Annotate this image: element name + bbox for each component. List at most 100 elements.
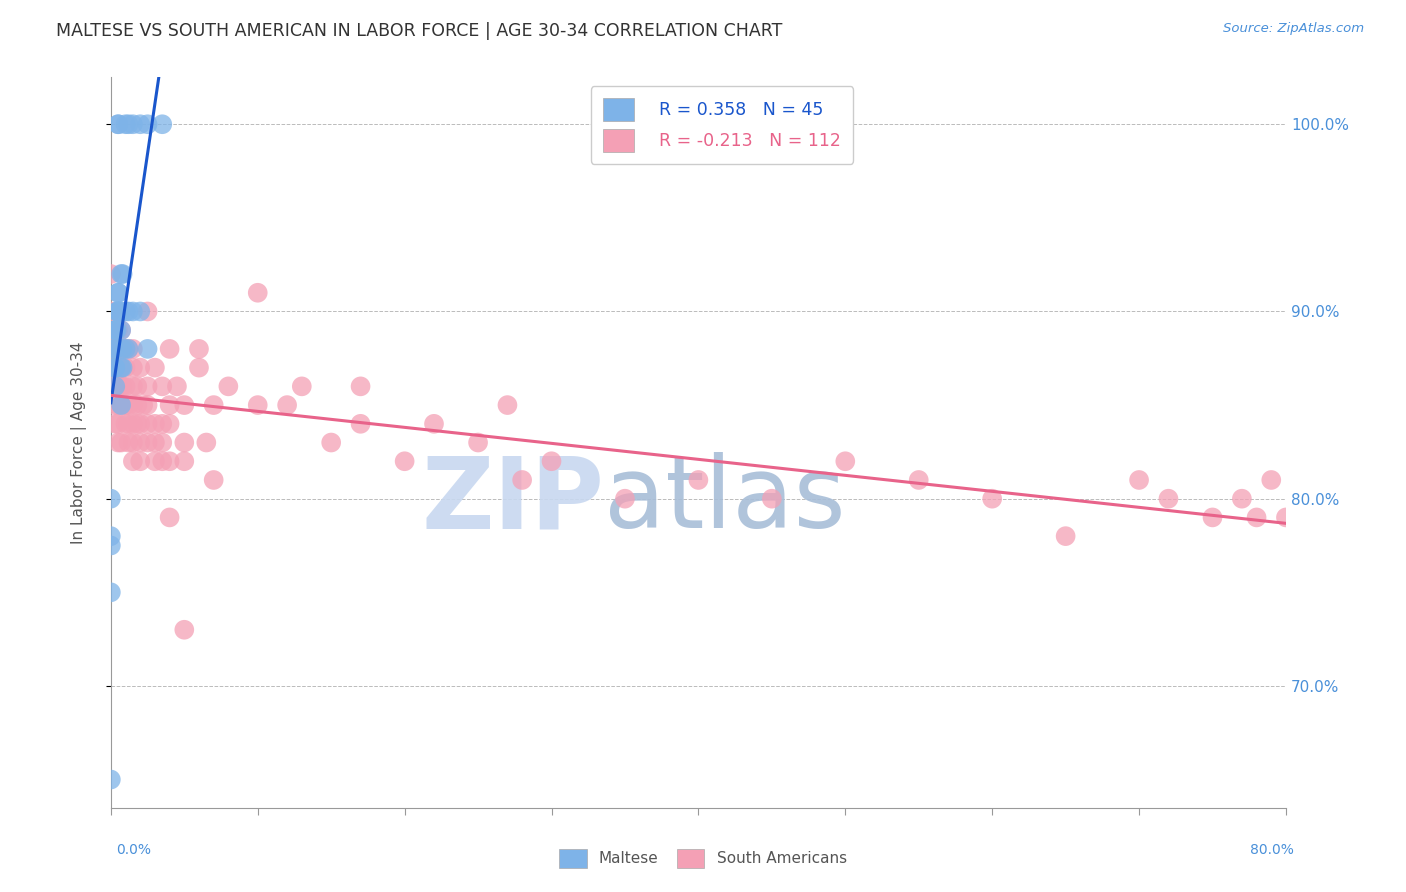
Point bbox=[117, 417, 139, 431]
Point bbox=[129, 417, 152, 431]
Point bbox=[104, 342, 127, 356]
Point bbox=[510, 473, 533, 487]
Point bbox=[114, 379, 136, 393]
Point bbox=[100, 491, 122, 506]
Point bbox=[394, 454, 416, 468]
Point bbox=[110, 360, 132, 375]
Point bbox=[127, 398, 149, 412]
Point bbox=[114, 304, 136, 318]
Point bbox=[111, 342, 134, 356]
Point bbox=[1230, 491, 1253, 506]
Point bbox=[143, 435, 166, 450]
Point bbox=[110, 304, 132, 318]
Point bbox=[188, 342, 211, 356]
Point bbox=[129, 435, 152, 450]
Point bbox=[107, 117, 129, 131]
Point bbox=[114, 342, 136, 356]
Point bbox=[122, 417, 145, 431]
Point bbox=[107, 323, 129, 337]
Point bbox=[150, 417, 173, 431]
Point bbox=[981, 491, 1004, 506]
Point bbox=[127, 379, 149, 393]
Point bbox=[202, 398, 225, 412]
Point bbox=[173, 398, 195, 412]
Text: 80.0%: 80.0% bbox=[1250, 843, 1295, 857]
Point bbox=[107, 379, 129, 393]
Point bbox=[1128, 473, 1150, 487]
Point bbox=[195, 435, 218, 450]
Point bbox=[321, 435, 343, 450]
Point bbox=[111, 379, 134, 393]
Point bbox=[107, 398, 129, 412]
Point bbox=[111, 342, 134, 356]
Point bbox=[129, 454, 152, 468]
Point bbox=[117, 342, 139, 356]
Point bbox=[173, 454, 195, 468]
Point bbox=[104, 323, 127, 337]
Point bbox=[217, 379, 239, 393]
Point bbox=[100, 379, 122, 393]
Point bbox=[105, 323, 128, 337]
Point bbox=[246, 398, 269, 412]
Point bbox=[114, 417, 136, 431]
Point bbox=[291, 379, 314, 393]
Text: ZIP: ZIP bbox=[422, 452, 605, 549]
Point bbox=[1157, 491, 1180, 506]
Point bbox=[107, 360, 129, 375]
Point bbox=[104, 398, 127, 412]
Point bbox=[159, 417, 181, 431]
Point bbox=[104, 342, 127, 356]
Point bbox=[122, 304, 145, 318]
Point bbox=[143, 417, 166, 431]
Point bbox=[173, 623, 195, 637]
Point bbox=[143, 454, 166, 468]
Point bbox=[100, 304, 122, 318]
Point bbox=[114, 360, 136, 375]
Point bbox=[107, 435, 129, 450]
Point bbox=[104, 342, 127, 356]
Point bbox=[166, 379, 188, 393]
Point bbox=[136, 304, 159, 318]
Point bbox=[107, 417, 129, 431]
Point bbox=[122, 342, 145, 356]
Point bbox=[104, 323, 127, 337]
Point bbox=[1275, 510, 1298, 524]
Point bbox=[104, 342, 127, 356]
Point bbox=[104, 379, 127, 393]
Point bbox=[110, 398, 132, 412]
Text: 0.0%: 0.0% bbox=[117, 843, 150, 857]
Point bbox=[136, 342, 159, 356]
Point bbox=[104, 360, 127, 375]
Point bbox=[107, 342, 129, 356]
Point bbox=[423, 417, 446, 431]
Point bbox=[110, 267, 132, 281]
Point bbox=[1201, 510, 1223, 524]
Point bbox=[132, 398, 155, 412]
Point bbox=[100, 539, 122, 553]
Point bbox=[110, 360, 132, 375]
Point bbox=[100, 529, 122, 543]
Point bbox=[107, 117, 129, 131]
Point bbox=[110, 323, 132, 337]
Text: atlas: atlas bbox=[605, 452, 846, 549]
Point bbox=[110, 323, 132, 337]
Point bbox=[540, 454, 562, 468]
Point bbox=[114, 342, 136, 356]
Point bbox=[117, 304, 139, 318]
Point bbox=[104, 379, 127, 393]
Legend: Maltese, South Americans: Maltese, South Americans bbox=[553, 843, 853, 873]
Point bbox=[129, 360, 152, 375]
Point bbox=[159, 398, 181, 412]
Point bbox=[117, 398, 139, 412]
Point bbox=[688, 473, 710, 487]
Point bbox=[349, 417, 371, 431]
Point bbox=[150, 117, 173, 131]
Point bbox=[104, 360, 127, 375]
Point bbox=[129, 304, 152, 318]
Point bbox=[105, 304, 128, 318]
Point bbox=[276, 398, 298, 412]
Point bbox=[104, 323, 127, 337]
Point bbox=[107, 285, 129, 300]
Text: MALTESE VS SOUTH AMERICAN IN LABOR FORCE | AGE 30-34 CORRELATION CHART: MALTESE VS SOUTH AMERICAN IN LABOR FORCE… bbox=[56, 22, 783, 40]
Point bbox=[122, 398, 145, 412]
